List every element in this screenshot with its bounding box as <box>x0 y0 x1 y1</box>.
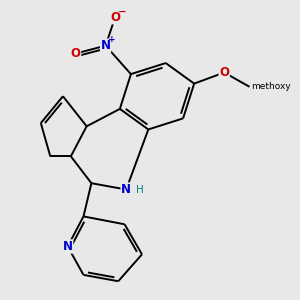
Text: H: H <box>136 184 143 194</box>
Text: O: O <box>110 11 120 24</box>
Text: N: N <box>100 39 111 52</box>
Text: N: N <box>121 183 131 196</box>
Text: +: + <box>109 35 116 44</box>
Text: O: O <box>70 47 81 60</box>
Text: −: − <box>118 7 126 16</box>
Text: O: O <box>219 66 229 79</box>
Text: methoxy: methoxy <box>251 82 291 91</box>
Text: N: N <box>63 240 73 253</box>
